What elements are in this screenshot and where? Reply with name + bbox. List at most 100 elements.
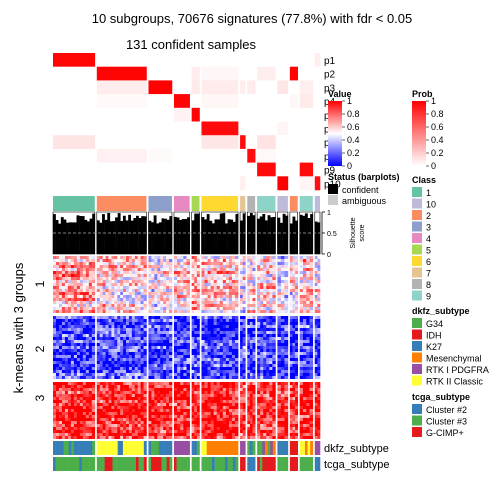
heatmap-cell <box>289 352 293 356</box>
heatmap-cell <box>82 394 87 398</box>
heatmap-cell <box>70 403 75 407</box>
heatmap-cell <box>213 382 218 386</box>
heatmap-cell <box>260 406 264 410</box>
heatmap-cell <box>235 259 239 263</box>
heatmap-cell <box>73 382 78 386</box>
heatmap-cell <box>180 406 184 410</box>
heatmap-cell <box>201 331 205 335</box>
heatmap-cell <box>204 364 208 368</box>
heatmap-cell <box>79 268 84 272</box>
heatmap-cell <box>196 349 200 353</box>
heatmap-cell <box>284 286 289 290</box>
heatmap-cell <box>180 265 184 269</box>
heatmap-cell <box>306 343 310 347</box>
heatmap-cell <box>85 265 90 269</box>
heatmap-cell <box>163 427 167 431</box>
heatmap-cell <box>123 361 127 365</box>
heatmap-cell <box>79 352 84 356</box>
heatmap-cell <box>257 256 261 260</box>
heatmap-cell <box>266 280 270 284</box>
heatmap-cell <box>314 265 318 269</box>
heatmap-cell <box>207 349 211 353</box>
heatmap-cell <box>154 388 158 392</box>
heatmap-cell <box>249 268 253 272</box>
heatmap-cell <box>123 340 127 344</box>
heatmap-cell <box>231 337 236 341</box>
heatmap-cell <box>247 355 251 359</box>
heatmap-cell <box>191 427 195 431</box>
heatmap-cell <box>219 352 224 356</box>
heatmap-cell <box>231 328 236 332</box>
heatmap-cell <box>131 283 136 287</box>
heatmap-cell <box>213 262 218 266</box>
heatmap-cell <box>173 394 178 398</box>
heatmap-cell <box>240 352 243 356</box>
heatmap-cell <box>96 265 101 269</box>
heatmap-cell <box>183 373 187 377</box>
heatmap-cell <box>277 328 282 332</box>
heatmap-cell <box>222 415 227 419</box>
heatmap-cell <box>295 346 299 350</box>
heatmap-cell <box>235 280 239 284</box>
heatmap-cell <box>160 334 164 338</box>
heatmap-cell <box>117 373 121 377</box>
heatmap-cell <box>180 268 184 272</box>
heatmap-cell <box>131 388 136 392</box>
heatmap-cell <box>73 346 78 350</box>
heatmap-cell <box>91 427 96 431</box>
heatmap-cell <box>143 352 147 356</box>
heatmap-cell <box>166 340 170 344</box>
heatmap-cell <box>231 355 236 359</box>
heatmap-cell <box>82 274 87 278</box>
heatmap-cell <box>260 370 264 374</box>
heatmap-cell <box>225 301 230 305</box>
heatmap-cell <box>249 265 253 269</box>
heatmap-cell <box>196 283 200 287</box>
heatmap-cell <box>201 418 205 422</box>
heatmap-cell <box>277 394 282 398</box>
heatmap-cell <box>225 412 230 416</box>
heatmap-cell <box>225 349 230 353</box>
heatmap-cell <box>134 394 138 398</box>
heatmap-cell <box>289 280 293 284</box>
heatmap-cell <box>242 334 246 338</box>
heatmap-cell <box>216 322 221 326</box>
heatmap-cell <box>55 400 60 404</box>
heatmap-cell <box>302 262 307 266</box>
heatmap-cell <box>266 319 270 323</box>
heatmap-cell <box>70 268 75 272</box>
heatmap-cell <box>228 382 233 386</box>
heatmap-cell <box>204 262 208 266</box>
heatmap-cell <box>222 256 227 260</box>
silhouette-bar <box>161 218 165 254</box>
heatmap-cell <box>85 388 90 392</box>
heatmap-cell <box>67 394 72 398</box>
heatmap-cell <box>295 409 299 413</box>
heatmap-cell <box>266 409 270 413</box>
heatmap-cell <box>295 343 299 347</box>
heatmap-cell <box>277 295 282 299</box>
heatmap-cell <box>260 331 264 335</box>
heatmap-cell <box>64 319 69 323</box>
heatmap-cell <box>235 343 239 347</box>
heatmap-cell <box>131 286 136 290</box>
heatmap-cell <box>235 295 239 299</box>
heatmap-cell <box>235 409 239 413</box>
heatmap-cell <box>126 388 130 392</box>
heatmap-cell <box>134 289 138 293</box>
heatmap-cell <box>257 430 261 434</box>
heatmap-cell <box>210 319 214 323</box>
heatmap-cell <box>177 391 181 395</box>
heatmap-cell <box>79 304 84 308</box>
heatmap-cell <box>216 412 221 416</box>
heatmap-cell <box>105 337 109 341</box>
heatmap-cell <box>67 397 72 401</box>
heatmap-cell <box>108 355 112 359</box>
heatmap-cell <box>96 403 101 407</box>
heatmap-cell <box>183 388 187 392</box>
heatmap-cell <box>247 430 251 434</box>
heatmap-cell <box>240 301 243 305</box>
heatmap-cell <box>263 259 267 263</box>
heatmap-cell <box>91 268 96 272</box>
heatmap-cell <box>58 298 63 302</box>
